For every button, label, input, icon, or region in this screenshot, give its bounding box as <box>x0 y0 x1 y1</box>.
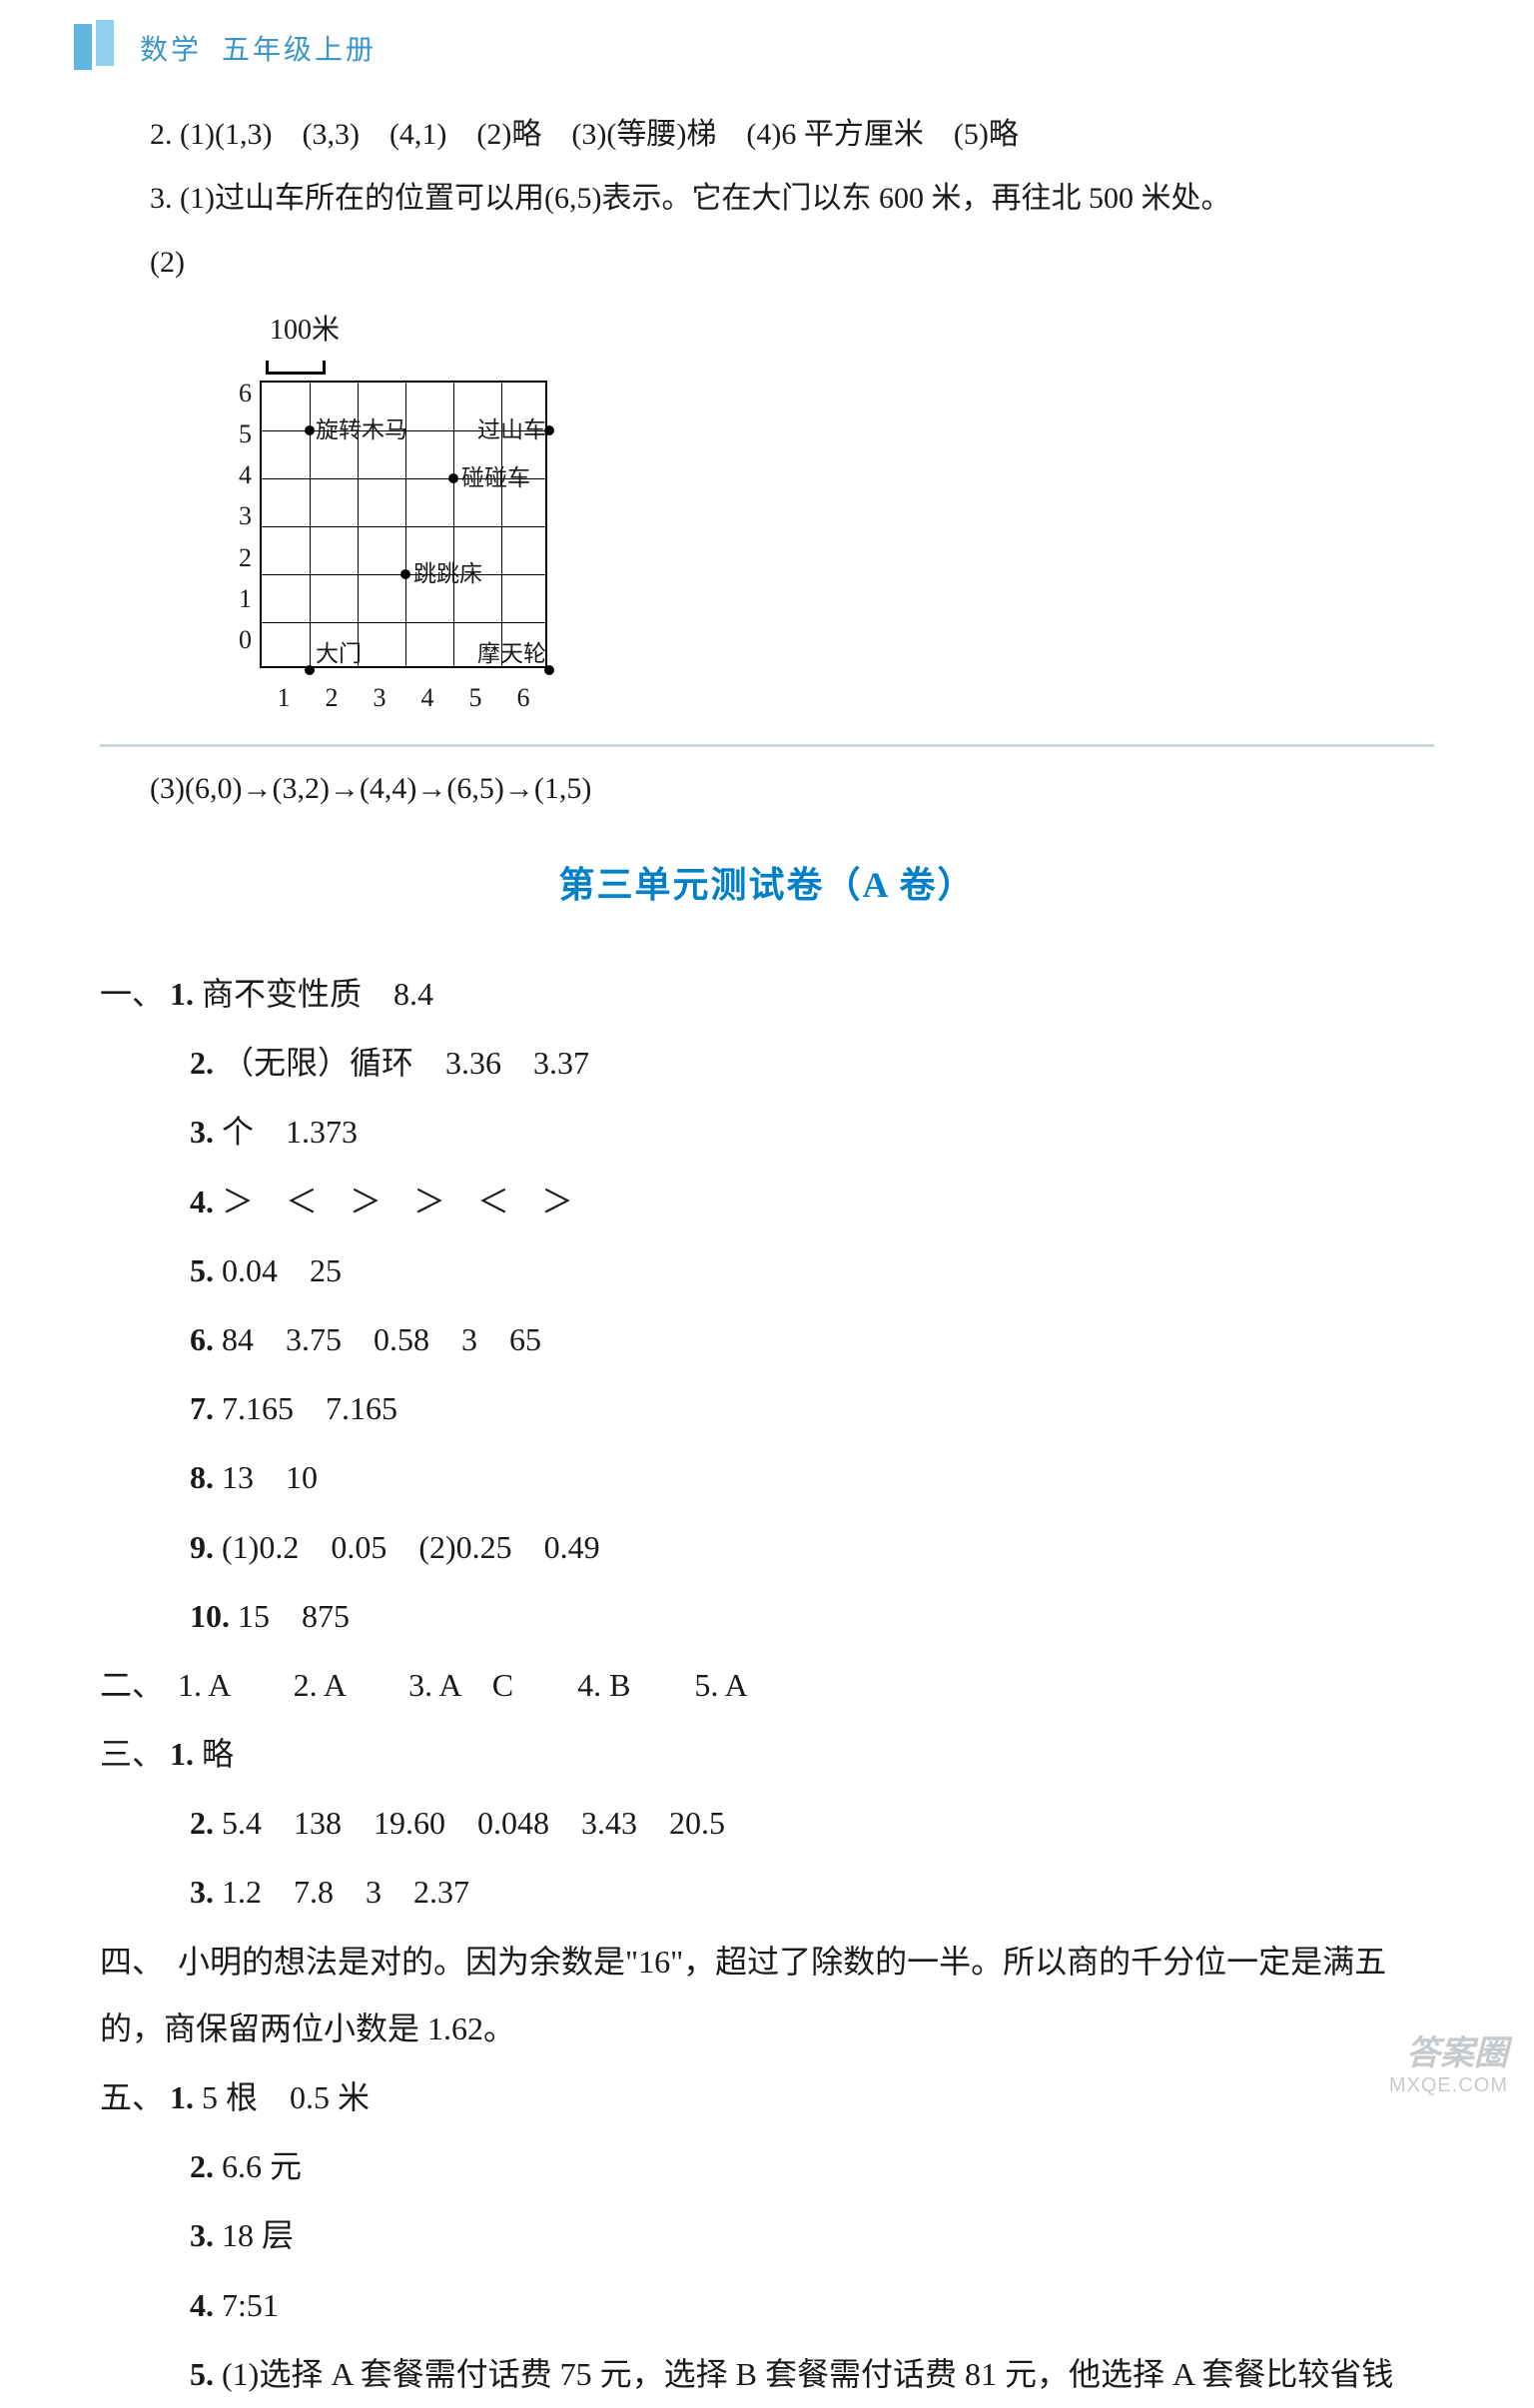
ans-1-3: 个 1.373 <box>222 1114 358 1150</box>
divider <box>100 744 1434 747</box>
ans-3-1: 略 <box>202 1736 234 1772</box>
section-2: 二、 1. A 2. A 3. A C 4. B 5. A <box>100 1652 1434 1719</box>
answers-block: 一、1. 商不变性质 8.4 2. （无限）循环 3.36 3.37 3. 个 … <box>100 961 1434 2408</box>
node-dot <box>305 665 315 675</box>
ans-1-4: ＞ ＜ ＞ ＞ ＜ ＞ <box>222 1184 573 1219</box>
gridline-v <box>453 383 454 666</box>
ans-1-10: 15 875 <box>238 1598 350 1634</box>
x-tick: 5 <box>451 672 499 724</box>
ans-3-3: 1.2 7.8 3 2.37 <box>222 1874 469 1910</box>
ans-5-4: 7:51 <box>222 2287 279 2323</box>
watermark-title: 答案圈 <box>1389 2025 1508 2074</box>
ans-3-2: 5.4 138 19.60 0.048 3.43 20.5 <box>222 1805 725 1841</box>
y-tick: 5 <box>230 421 252 462</box>
ans-2: 1. A 2. A 3. A C 4. B 5. A <box>178 1667 748 1703</box>
y-tick: 2 <box>230 545 252 586</box>
node-label: 旋转木马 <box>316 407 407 453</box>
ans-1-1: 商不变性质 8.4 <box>202 976 433 1012</box>
book-icon <box>70 20 120 75</box>
q3-line: 3. (1)过山车所在的位置可以用(6,5)表示。它在大门以东 600 米，再往… <box>100 169 1434 229</box>
ans-1-9: (1)0.2 0.05 (2)0.25 0.49 <box>222 1529 600 1565</box>
x-tick: 4 <box>403 672 451 724</box>
x-axis: 1 2 3 4 5 6 <box>260 672 547 724</box>
ans-1-5: 0.04 25 <box>222 1252 342 1288</box>
q2-line: 2. (1)(1,3) (3,3) (4,1) (2)略 (3)(等腰)梯 (4… <box>100 105 1434 165</box>
x-tick: 2 <box>308 672 356 724</box>
q3-sub3: (3)(6,0)→(3,2)→(4,4)→(6,5)→(1,5) <box>100 759 1434 819</box>
y-tick: 1 <box>230 586 252 627</box>
grid: 旋转木马过山车碰碰车跳跳床大门摩天轮 <box>260 381 547 668</box>
watermark-url: MXQE.COM <box>1389 2074 1508 2097</box>
node-label: 摩天轮 <box>477 631 546 677</box>
scale-bracket <box>266 361 326 375</box>
gridline-h <box>262 622 545 623</box>
node-label: 跳跳床 <box>413 551 482 597</box>
section-5: 五、1. 5 根 0.5 米 <box>100 2064 1434 2131</box>
y-tick: 3 <box>230 503 252 544</box>
node-label: 大门 <box>316 631 362 677</box>
header-subject: 数学 <box>140 28 202 68</box>
scale-label: 100米 <box>270 303 1434 359</box>
node-dot <box>305 425 315 435</box>
ans-5-5: (1)选择 A 套餐需付话费 75 元，选择 B 套餐需付话费 81 元，他选择… <box>222 2356 1393 2392</box>
ans-5-2: 6.6 元 <box>222 2148 302 2184</box>
y-axis: 6 5 4 3 2 1 0 <box>230 381 252 668</box>
section-3: 三、1. 略 <box>100 1721 1434 1788</box>
watermark: 答案圈 MXQE.COM <box>1389 2025 1508 2097</box>
ans-5-1: 5 根 0.5 米 <box>202 2079 370 2115</box>
q3-sub2-label: (2) <box>100 233 1434 293</box>
y-tick: 0 <box>230 627 252 668</box>
node-dot <box>448 473 458 483</box>
ans-1-2: （无限）循环 3.36 3.37 <box>222 1045 589 1081</box>
node-label: 过山车 <box>477 407 546 453</box>
page-header: 数学 五年级上册 <box>60 20 1474 75</box>
y-tick: 4 <box>230 462 252 503</box>
x-tick: 6 <box>499 672 547 724</box>
node-dot <box>400 569 410 579</box>
content-area: 2. (1)(1,3) (3,3) (4,1) (2)略 (3)(等腰)梯 (4… <box>60 105 1474 2408</box>
ans-1-6: 84 3.75 0.58 3 65 <box>222 1321 541 1357</box>
ans-1-8: 13 10 <box>222 1459 318 1495</box>
x-tick: 1 <box>260 672 308 724</box>
gridline-h <box>262 526 545 527</box>
section-1: 一、1. 商不变性质 8.4 <box>100 961 1434 1028</box>
coord-chart: 100米 6 5 4 3 2 1 0 旋转木马 过山车碰碰车跳跳床大门 摩天轮 1 … <box>100 303 1434 724</box>
header-grade: 五年级上册 <box>222 28 377 68</box>
ans-5-3: 18 层 <box>222 2217 294 2253</box>
y-tick: 6 <box>230 381 252 421</box>
x-tick: 3 <box>356 672 403 724</box>
ans-4: 小明的想法是对的。因为余数是"16"，超过了除数的一半。所以商的千分位一定是满五… <box>100 1944 1386 2046</box>
ans-1-7: 7.165 7.165 <box>222 1390 397 1426</box>
section-4: 四、 小明的想法是对的。因为余数是"16"，超过了除数的一半。所以商的千分位一定… <box>100 1929 1434 2062</box>
node-label: 碰碰车 <box>461 455 530 501</box>
chart-area: 6 5 4 3 2 1 0 旋转木马 过山车碰碰车跳跳床大门 摩天轮 1 2 3 4… <box>230 381 1434 724</box>
unit-title: 第三单元测试卷（A 卷） <box>100 849 1434 921</box>
